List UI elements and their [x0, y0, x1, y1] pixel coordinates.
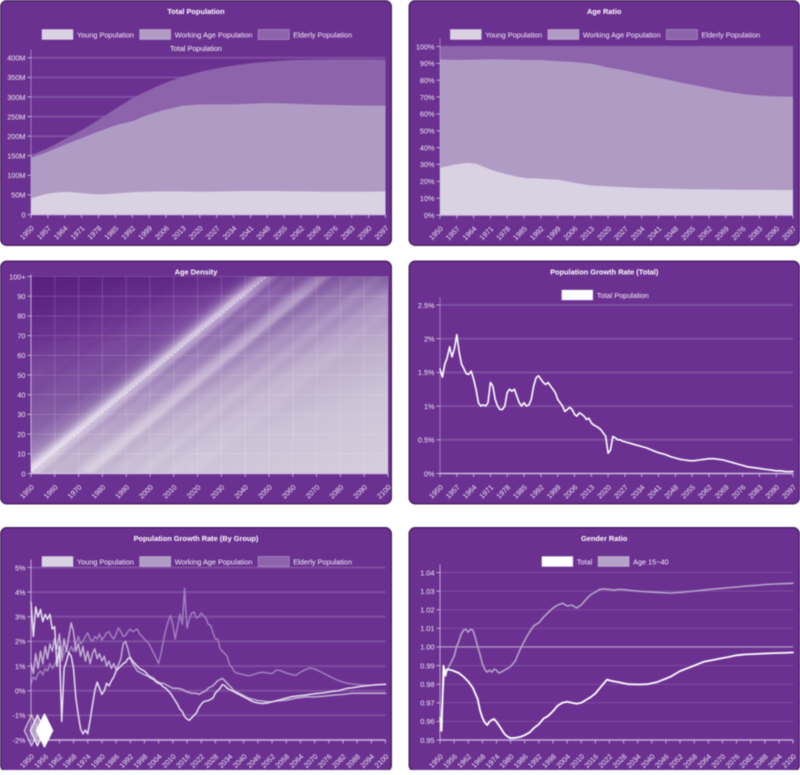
- svg-text:1%: 1%: [424, 402, 435, 411]
- svg-text:300M: 300M: [7, 93, 25, 102]
- svg-text:Elderly Population: Elderly Population: [701, 31, 760, 40]
- svg-text:Total: Total: [577, 558, 593, 567]
- svg-text:0%: 0%: [424, 211, 435, 220]
- svg-text:80: 80: [17, 312, 25, 321]
- svg-text:200M: 200M: [7, 132, 25, 141]
- svg-text:30: 30: [17, 410, 25, 419]
- svg-text:Working Age Population: Working Age Population: [175, 558, 253, 567]
- svg-text:Total Population: Total Population: [170, 44, 222, 53]
- svg-text:90: 90: [17, 292, 25, 301]
- svg-text:Total Population: Total Population: [167, 7, 225, 16]
- svg-text:1.02: 1.02: [420, 606, 434, 615]
- svg-text:Elderly Population: Elderly Population: [293, 558, 352, 567]
- svg-text:0.96: 0.96: [420, 717, 434, 726]
- svg-text:1.03: 1.03: [420, 587, 434, 596]
- svg-text:80%: 80%: [420, 76, 435, 85]
- svg-text:40%: 40%: [420, 143, 435, 152]
- svg-text:Working Age Population: Working Age Population: [583, 31, 661, 40]
- svg-text:2%: 2%: [424, 335, 435, 344]
- svg-text:Young Population: Young Population: [77, 558, 134, 567]
- svg-text:70: 70: [17, 331, 25, 340]
- svg-text:-2%: -2%: [13, 736, 26, 745]
- svg-text:90%: 90%: [420, 59, 435, 68]
- svg-text:0%: 0%: [15, 687, 26, 696]
- svg-text:Young Population: Young Population: [485, 31, 542, 40]
- svg-text:60%: 60%: [420, 110, 435, 119]
- svg-text:Elderly Population: Elderly Population: [293, 31, 352, 40]
- svg-text:Total Population: Total Population: [597, 291, 649, 300]
- svg-text:1.5%: 1.5%: [418, 368, 435, 377]
- svg-text:1.01: 1.01: [420, 624, 434, 633]
- svg-text:Working Age Population: Working Age Population: [175, 31, 253, 40]
- svg-text:1%: 1%: [15, 662, 26, 671]
- svg-text:3%: 3%: [15, 613, 26, 622]
- svg-text:20%: 20%: [420, 177, 435, 186]
- svg-text:2.5%: 2.5%: [418, 301, 435, 310]
- svg-text:0.5%: 0.5%: [418, 436, 435, 445]
- svg-text:50%: 50%: [420, 127, 435, 136]
- svg-text:Gender Ratio: Gender Ratio: [581, 534, 628, 543]
- svg-text:20: 20: [17, 430, 25, 439]
- svg-text:0.98: 0.98: [420, 680, 434, 689]
- svg-text:60: 60: [17, 351, 25, 360]
- svg-text:10: 10: [17, 450, 25, 459]
- svg-text:40: 40: [17, 391, 25, 400]
- svg-text:50M: 50M: [11, 191, 25, 200]
- svg-text:30%: 30%: [420, 160, 435, 169]
- svg-text:0%: 0%: [424, 469, 435, 478]
- svg-text:5%: 5%: [15, 563, 26, 572]
- svg-text:0.99: 0.99: [420, 661, 434, 670]
- svg-text:0.95: 0.95: [420, 736, 434, 745]
- svg-text:100M: 100M: [7, 171, 25, 180]
- svg-text:Age Density: Age Density: [175, 267, 219, 276]
- svg-text:-1%: -1%: [13, 711, 26, 720]
- svg-text:400M: 400M: [7, 54, 25, 63]
- svg-text:0.97: 0.97: [420, 699, 434, 708]
- svg-text:4%: 4%: [15, 588, 26, 597]
- svg-text:150M: 150M: [7, 152, 25, 161]
- svg-text:Age Ratio: Age Ratio: [587, 7, 622, 16]
- svg-text:Age 15~40: Age 15~40: [633, 558, 669, 567]
- svg-text:Population Growth Rate (Total): Population Growth Rate (Total): [550, 267, 659, 276]
- svg-text:0: 0: [21, 469, 25, 478]
- svg-text:50: 50: [17, 371, 25, 380]
- svg-text:350M: 350M: [7, 73, 25, 82]
- svg-text:Population Growth Rate (By Gro: Population Growth Rate (By Group): [134, 534, 259, 543]
- svg-text:1.00: 1.00: [420, 643, 434, 652]
- svg-text:10%: 10%: [420, 194, 435, 203]
- svg-text:70%: 70%: [420, 93, 435, 102]
- svg-text:1.04: 1.04: [420, 568, 434, 577]
- svg-text:100+: 100+: [9, 272, 25, 281]
- svg-text:100%: 100%: [416, 42, 435, 51]
- svg-text:250M: 250M: [7, 112, 25, 121]
- svg-text:0: 0: [21, 210, 25, 219]
- svg-text:Young Population: Young Population: [77, 31, 134, 40]
- svg-text:2%: 2%: [15, 637, 26, 646]
